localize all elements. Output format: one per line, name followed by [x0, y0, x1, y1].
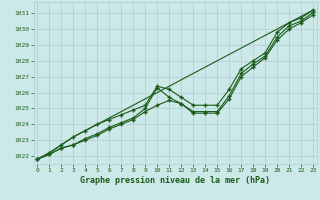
X-axis label: Graphe pression niveau de la mer (hPa): Graphe pression niveau de la mer (hPa)	[80, 176, 270, 185]
